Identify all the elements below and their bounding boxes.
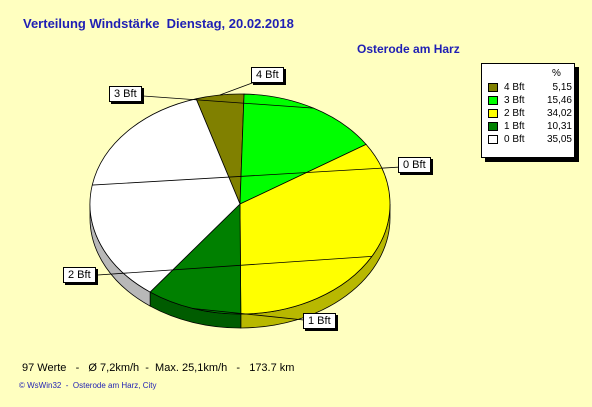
slice-callout-5: 0 Bft	[398, 157, 431, 173]
stats-line: 97 Werte - Ø 7,2km/h - Max. 25,1km/h - 1…	[22, 362, 295, 374]
slice-callout-2: 3 Bft	[109, 86, 142, 102]
legend-label: 1 Bft	[504, 121, 525, 132]
legend-row: 0 Bft 35,05	[488, 134, 572, 146]
legend-value: 10,31	[546, 121, 572, 132]
legend-swatch	[488, 109, 498, 118]
legend-swatch	[488, 96, 498, 105]
callout-leader-3	[82, 255, 372, 277]
copyright: © WsWin32 - Osterode am Harz, City	[19, 381, 157, 390]
legend-label: 4 Bft	[504, 82, 525, 93]
legend-swatch	[488, 83, 498, 92]
callout-leader-5	[92, 165, 419, 186]
slice-callout-4: 1 Bft	[303, 313, 336, 329]
legend-swatch	[488, 122, 498, 131]
slice-callout-3: 2 Bft	[63, 267, 96, 283]
legend-row: 4 Bft 5,15	[488, 82, 572, 94]
legend-label: 2 Bft	[504, 108, 525, 119]
legend-value: 34,02	[546, 108, 572, 119]
callout-leader-4	[192, 308, 324, 323]
legend-row: 2 Bft 34,02	[488, 108, 572, 120]
legend-row: 1 Bft 10,31	[488, 121, 572, 133]
legend-row: 3 Bft 15,46	[488, 95, 572, 107]
legend-value: 15,46	[546, 95, 572, 106]
callout-leader-2	[128, 94, 314, 109]
legend-header: %	[552, 68, 561, 79]
legend-value: 35,05	[546, 134, 572, 145]
chart-title: Verteilung Windstärke Dienstag, 20.02.20…	[23, 16, 294, 31]
slice-callout-1: 4 Bft	[251, 67, 284, 83]
legend: % 4 Bft 5,15 3 Bft 15,46 2 Bft 34,02 1 Bft 10,3…	[481, 63, 575, 158]
chart-subtitle: Osterode am Harz	[357, 42, 460, 56]
legend-swatch	[488, 135, 498, 144]
legend-value: 5,15	[552, 82, 572, 93]
legend-label: 0 Bft	[504, 134, 525, 145]
legend-label: 3 Bft	[504, 95, 525, 106]
